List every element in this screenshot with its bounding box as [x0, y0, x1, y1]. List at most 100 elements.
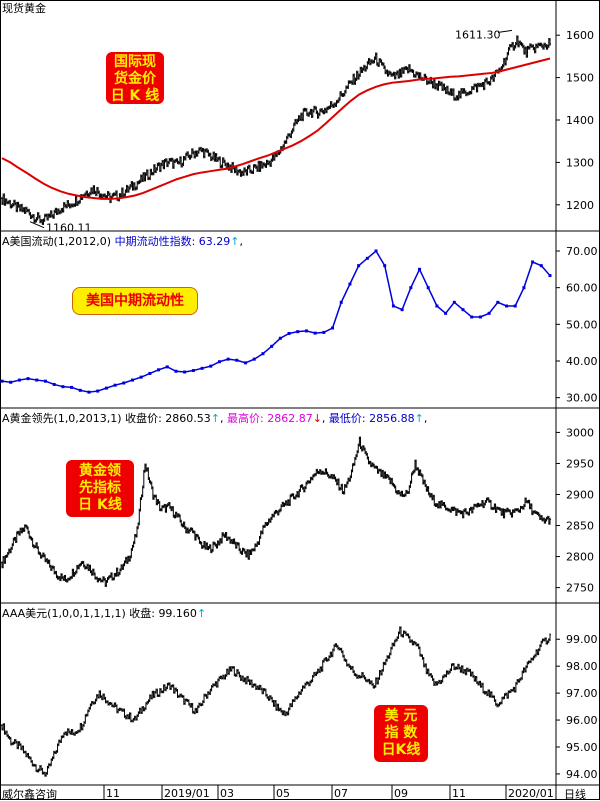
liquidity-point — [348, 282, 352, 286]
liquidity-point — [200, 366, 204, 370]
liquidity-point — [496, 300, 500, 304]
y-tick-label: 97.00 — [566, 687, 598, 700]
liquidity-point — [287, 332, 291, 335]
low-value-label: 1160.11 — [46, 222, 92, 235]
liquidity-point — [409, 286, 413, 290]
liquidity-point — [235, 358, 239, 362]
arrow-up-icon: ↑ — [210, 412, 220, 425]
leading-title-low: 最低价: 2856.88 — [328, 412, 415, 425]
liquidity-point — [304, 329, 308, 333]
leading-box-line-2: 先指标 — [79, 480, 121, 496]
gold-box-line-2: 货金价 — [114, 71, 156, 87]
y-tick-label: 70.00 — [566, 245, 598, 258]
y-tick-label: 96.00 — [566, 714, 598, 727]
liquidity-point — [17, 378, 21, 382]
liquidity-point — [418, 267, 422, 271]
y-tick-label: 40.00 — [566, 355, 598, 368]
arrow-up-icon: ↑ — [196, 607, 207, 620]
x-tick-label: 11 — [452, 787, 466, 800]
leading-box-line-1: 黄金领 — [79, 463, 121, 479]
liquidity-point — [139, 375, 143, 379]
liquidity-panel-title: A美国流动(1,2012,0) 中期流动性指数: 63.29↑, — [2, 235, 244, 248]
liquidity-point — [487, 311, 491, 315]
liquidity-point — [191, 369, 195, 373]
period-label: 日线 — [564, 788, 586, 801]
liquidity-point — [104, 386, 108, 390]
liquidity-point — [148, 371, 152, 375]
liquidity-point — [35, 378, 39, 382]
liquidity-chart-label-box: 美国中期流动性 — [72, 287, 198, 315]
liquidity-point — [226, 357, 230, 361]
liquidity-point — [252, 357, 256, 361]
leading-panel-title: A黄金领先(1,0,2013,1) 收盘价: 2860.53↑, 最高价: 28… — [2, 412, 428, 425]
y-tick-label: 1600 — [566, 29, 594, 42]
liquidity-point — [43, 379, 47, 383]
y-tick-label: 95.00 — [566, 741, 598, 754]
liquidity-point — [400, 308, 404, 312]
leading-title-high: 最高价: 2862.87 — [227, 412, 313, 425]
y-tick-label: 1400 — [566, 114, 594, 127]
gold-box-line-1: 国际现 — [114, 54, 156, 70]
liquidity-point — [531, 260, 535, 264]
y-tick-label: 99.00 — [566, 633, 598, 646]
liquidity-point — [270, 344, 274, 348]
y-tick-label: 2750 — [566, 582, 594, 595]
leading-box-line-3: 日 K线 — [78, 497, 122, 513]
liquidity-point — [61, 385, 65, 389]
liquidity-point — [96, 389, 100, 393]
liquidity-point — [522, 286, 526, 290]
x-tick-label: 09 — [394, 787, 408, 800]
liquidity-point — [313, 331, 317, 335]
liquidity-point — [0, 379, 4, 383]
liquidity-point — [9, 380, 13, 384]
x-tick-label: 2020/01 — [508, 787, 554, 800]
liquidity-point — [217, 360, 221, 364]
y-tick-label: 1500 — [566, 72, 594, 85]
x-tick-label: 2019/01 — [164, 787, 210, 800]
liquidity-point — [113, 383, 117, 387]
leading-chart-label-box: 黄金领 先指标 日 K线 — [66, 460, 134, 517]
gold-panel-title: 现货黄金 — [2, 2, 46, 15]
liquidity-point — [122, 381, 126, 385]
usd-box-line-2: 指 数 — [384, 725, 418, 741]
arrow-up-icon: ↑ — [230, 235, 240, 248]
liquidity-point — [513, 304, 517, 308]
y-tick-label: 98.00 — [566, 660, 598, 673]
x-tick-label: 03 — [220, 787, 234, 800]
usd-panel-title: AAA美元(1,0,0,1,1,1,1) 收盘: 99.160↑ — [2, 607, 206, 620]
high-value-label: 1611.30 — [455, 28, 501, 41]
y-tick-label: 1300 — [566, 156, 594, 169]
liquidity-point — [426, 286, 430, 290]
y-tick-label: 30.00 — [566, 392, 598, 405]
arrow-up-icon: ↑ — [414, 412, 424, 425]
liquidity-title-prefix: A美国流动(1,2012,0) — [2, 235, 112, 248]
high-pointer-line — [497, 29, 513, 33]
y-tick-label: 2950 — [566, 457, 594, 470]
y-tick-label: 2800 — [566, 551, 594, 564]
moving-average-line — [1, 57, 551, 200]
liquidity-point — [539, 264, 543, 268]
liquidity-point — [331, 326, 335, 330]
y-tick-label: 60.00 — [566, 282, 598, 295]
liquidity-point — [26, 377, 30, 381]
arrow-down-icon: ↓ — [312, 412, 322, 425]
liquidity-point — [157, 368, 161, 372]
liquidity-point — [209, 364, 213, 368]
liquidity-point — [461, 308, 465, 312]
gold-box-line-3: 日 K 线 — [110, 88, 160, 104]
liquidity-point — [70, 385, 74, 389]
x-tick-label: 07 — [334, 787, 348, 800]
liquidity-point — [383, 264, 387, 268]
liquidity-point — [183, 370, 187, 374]
liquidity-title-indicator: 中期流动性指数: 63.29 — [114, 235, 231, 248]
gold-chart-label-box: 国际现 货金价 日 K 线 — [106, 52, 164, 104]
liquidity-point — [130, 378, 134, 382]
liquidity-point — [374, 249, 378, 253]
y-tick-label: 94.00 — [566, 768, 598, 781]
usd-title-prefix: AAA美元(1,0,0,1,1,1,1) 收盘: 99.160 — [2, 607, 197, 620]
y-tick-label: 2850 — [566, 520, 594, 533]
liquidity-point — [548, 274, 552, 278]
liquidity-point — [505, 304, 509, 308]
liquidity-point — [52, 382, 56, 386]
